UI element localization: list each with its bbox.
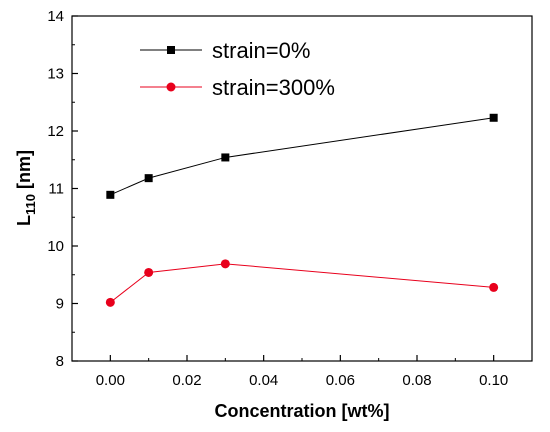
y-tick-label: 9 — [56, 296, 64, 313]
y-tick-label: 14 — [47, 8, 64, 25]
legend-label: strain=300% — [212, 75, 335, 100]
y-tick-label: 11 — [48, 181, 64, 198]
series-line-2 — [110, 263, 494, 303]
x-axis-title: Concentration [wt%] — [215, 401, 390, 421]
y-tick-label: 8 — [56, 353, 64, 370]
y-tick-label: 10 — [47, 238, 64, 255]
data-point — [489, 282, 499, 292]
y-tick-label: 13 — [47, 66, 64, 83]
series-line-1 — [110, 117, 494, 196]
legend-label: strain=0% — [212, 38, 310, 63]
legend-marker — [166, 82, 176, 92]
plot-frame — [71, 15, 533, 362]
y-axis-title-subscript: 110 — [23, 194, 38, 215]
data-point — [144, 174, 153, 183]
x-tick-label: 0.00 — [96, 372, 125, 389]
x-tick-label: 0.02 — [172, 372, 201, 389]
x-tick-label: 0.04 — [249, 372, 278, 389]
data-point — [105, 297, 115, 307]
x-tick-label: 0.08 — [402, 372, 431, 389]
data-point — [489, 113, 498, 122]
legend-marker — [167, 46, 175, 54]
data-point — [221, 153, 230, 162]
data-point — [220, 259, 230, 269]
y-axis: 8 9 10 11 12 13 14 — [47, 8, 78, 370]
x-tick-label: 0.10 — [479, 372, 508, 389]
data-point — [144, 267, 154, 277]
x-axis: 0.00 0.02 0.04 0.06 0.08 0.10 — [96, 355, 508, 389]
data-point — [106, 190, 115, 199]
series-layer — [105, 113, 499, 307]
y-tick-label: 12 — [47, 123, 64, 140]
x-tick-label: 0.06 — [326, 372, 355, 389]
legend: strain=0% strain=300% — [140, 38, 335, 100]
y-axis-title-main: L — [14, 215, 34, 226]
y-axis-title: L110 [nm] — [14, 150, 38, 226]
y-axis-title-unit: [nm] — [14, 150, 34, 194]
